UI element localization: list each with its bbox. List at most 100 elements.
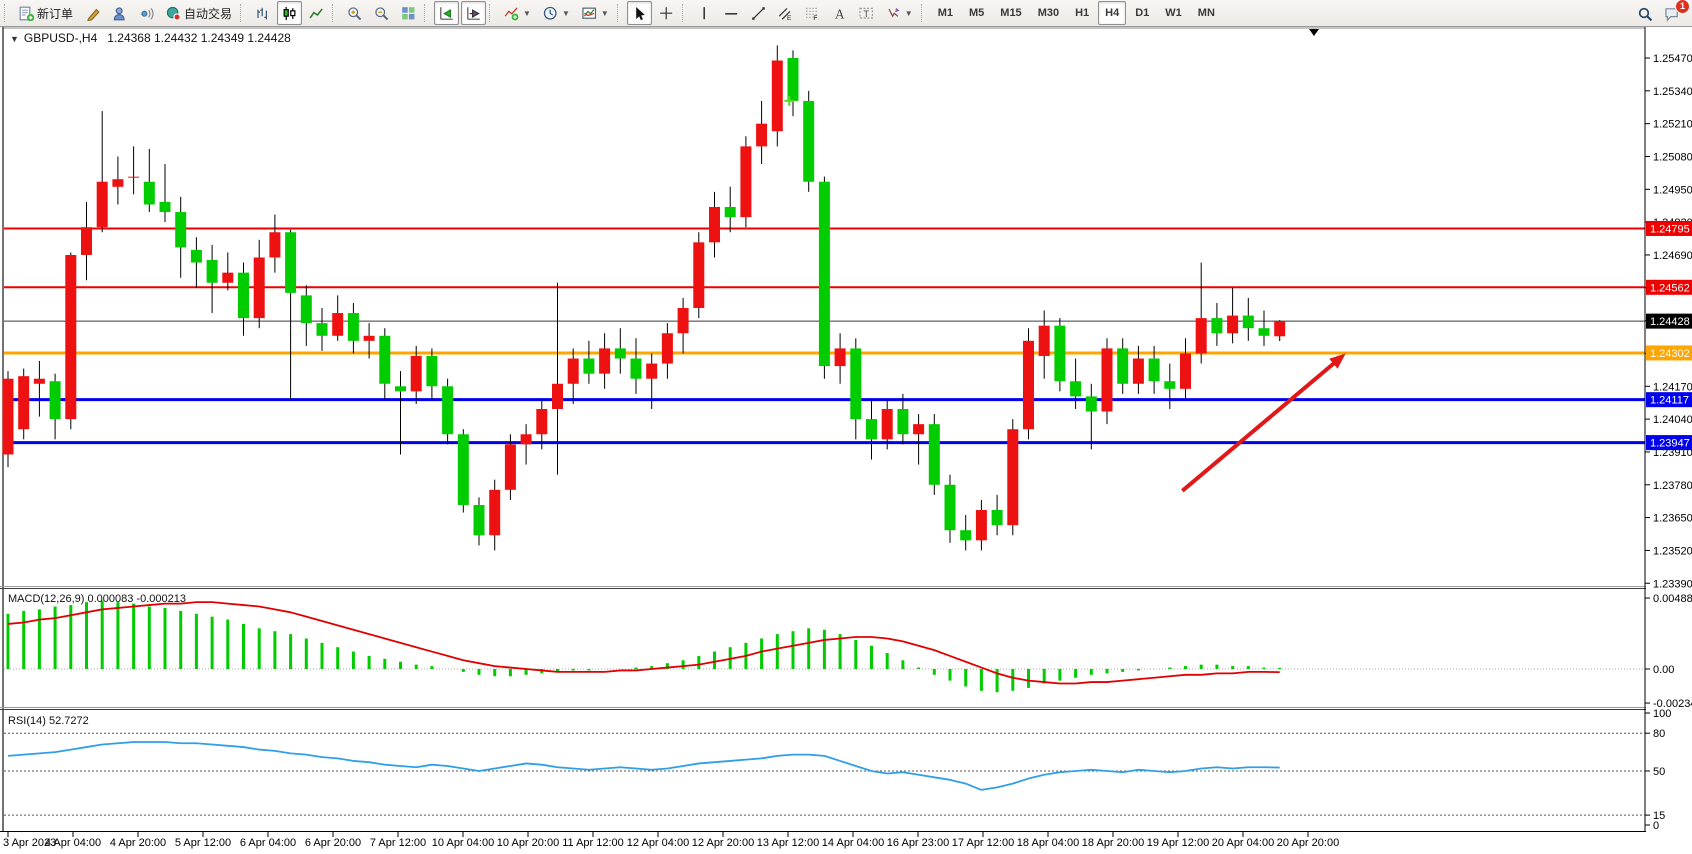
timeframe-m1-button[interactable]: M1 — [937, 7, 953, 19]
zoom-out-button[interactable] — [369, 1, 394, 25]
vertical-line-button[interactable] — [692, 1, 717, 25]
autotrading-button-label: 自动交易 — [184, 6, 233, 21]
bar-chart-button[interactable] — [250, 1, 275, 25]
arrows-icon — [888, 7, 900, 17]
price-badge-1.24302 — [1646, 345, 1692, 361]
time-label: 18 Apr 04:00 — [1017, 837, 1079, 849]
time-label: 10 Apr 04:00 — [432, 837, 494, 849]
svg-text:1.24170: 1.24170 — [1653, 381, 1692, 393]
autotrade-icon — [166, 6, 181, 21]
time-label: 12 Apr 20:00 — [692, 837, 754, 849]
arrows-button[interactable]: ▼ — [881, 1, 918, 25]
line-chart-button[interactable] — [304, 1, 329, 25]
styler-icon — [87, 8, 100, 21]
chart-canvas[interactable]: 1.254701.253401.252101.250801.249501.248… — [0, 27, 1692, 854]
toolbar-grip — [4, 4, 10, 22]
equidistant-channel-button[interactable]: E — [773, 1, 798, 25]
time-label: 6 Apr 20:00 — [305, 837, 361, 849]
candlestick-chart-button[interactable] — [277, 1, 303, 25]
periods-button[interactable]: ▼ — [538, 1, 575, 25]
trend-arrow-line[interactable] — [1181, 358, 1340, 493]
svg-text:F: F — [813, 15, 817, 21]
zoom-in-button[interactable] — [342, 1, 367, 25]
styler-button[interactable] — [80, 1, 105, 25]
hline-icon — [724, 12, 737, 15]
time-label: 17 Apr 12:00 — [952, 837, 1014, 849]
tile-windows-button[interactable] — [396, 1, 421, 25]
label-icon: T — [859, 7, 873, 18]
timeframe-h4-button[interactable]: H4 — [1098, 1, 1127, 25]
svg-text:80: 80 — [1653, 728, 1665, 740]
broadcast-button[interactable] — [134, 1, 159, 25]
chart-ohlc-values: 1.24368 1.24432 1.24349 1.24428 — [107, 31, 291, 45]
candlesticks — [2, 45, 1286, 551]
rsi-value: 52.7272 — [48, 715, 89, 727]
svg-text:1.24562: 1.24562 — [1650, 282, 1690, 294]
timeframe-mn-button[interactable]: MN — [1197, 7, 1215, 19]
svg-text:E: E — [787, 14, 792, 20]
fibo-icon: F — [805, 7, 818, 21]
time-label: 4 Apr 04:00 — [45, 837, 101, 849]
templates-icon — [582, 7, 596, 19]
panel-frames — [0, 27, 1692, 854]
search-button[interactable] — [1633, 2, 1658, 26]
svg-text:-0.002341: -0.002341 — [1653, 698, 1692, 710]
horizontal-line-button[interactable] — [719, 1, 744, 25]
toolbar-grip — [424, 4, 430, 22]
timeframe-m30-button[interactable]: M30 — [1037, 7, 1060, 19]
rsi-panel: 100 80 50 150 — [4, 708, 1671, 832]
time-label: 12 Apr 04:00 — [627, 837, 689, 849]
toolbar-grip — [616, 4, 623, 22]
time-label: 6 Apr 04:00 — [240, 837, 296, 849]
timeframe-d1-button[interactable]: D1 — [1135, 7, 1150, 19]
notification-count-badge: 1 — [1675, 0, 1690, 14]
chart-collapse-icon[interactable]: ▼ — [10, 34, 19, 44]
cursor-button[interactable] — [626, 1, 652, 25]
svg-text:50: 50 — [1653, 766, 1665, 778]
svg-text:1.24950: 1.24950 — [1653, 184, 1692, 196]
indicators-button[interactable]: ▼ — [499, 1, 536, 25]
chart-area[interactable]: 1.254701.253401.252101.250801.249501.248… — [0, 27, 1692, 854]
chart-symbol-timeframe: GBPUSD-,H4 — [23, 31, 98, 45]
templates-button[interactable]: ▼ — [577, 1, 614, 25]
price-axis: 1.254701.253401.252101.250801.249501.248… — [1644, 27, 1692, 854]
trendline-button[interactable] — [746, 1, 771, 25]
timeframe-w1-button[interactable]: W1 — [1165, 7, 1182, 19]
profile-icon — [113, 6, 125, 20]
time-label: 16 Apr 23:00 — [887, 837, 949, 849]
timeframe-h1-button[interactable]: H1 — [1075, 7, 1090, 19]
time-label: 4 Apr 20:00 — [110, 837, 166, 849]
fibonacci-button[interactable]: F — [800, 1, 825, 25]
svg-text:15: 15 — [1653, 810, 1665, 822]
broadcast-icon — [141, 7, 154, 20]
crosshair-button[interactable] — [654, 1, 679, 25]
new-order-button[interactable]: 新订单 — [14, 1, 78, 25]
timeframe-m5-button[interactable]: M5 — [969, 7, 985, 19]
profile-button[interactable] — [107, 1, 132, 25]
price-badge-1.24428 — [1646, 313, 1692, 329]
time-label: 3 Apr 2023 — [3, 837, 56, 849]
new-order-icon — [19, 6, 34, 21]
toolbar-grip — [332, 4, 338, 22]
text-label-button[interactable]: T — [854, 1, 879, 25]
chevron-down-icon: ▼ — [523, 8, 531, 18]
text-button[interactable]: A — [827, 1, 852, 25]
notifications-button[interactable]: 1 — [1660, 0, 1690, 26]
autotrading-button[interactable]: 自动交易 — [161, 1, 237, 25]
auto-scroll-button[interactable] — [434, 1, 460, 25]
cursor-icon — [635, 6, 645, 20]
triangle-down-marker — [1309, 29, 1319, 36]
chevron-down-icon: ▼ — [904, 8, 913, 18]
chart-title: ▼ GBPUSD-,H4 1.24368 1.24432 1.24349 1.244… — [10, 31, 291, 45]
svg-text:1.25470: 1.25470 — [1653, 53, 1692, 65]
toolbar-grip — [489, 4, 495, 22]
text-icon: A — [835, 6, 845, 20]
shift-icon — [467, 6, 480, 20]
timeframe-m15-button[interactable]: M15 — [1000, 7, 1022, 19]
svg-text:1.23650: 1.23650 — [1653, 513, 1692, 525]
svg-text:1.24302: 1.24302 — [1650, 348, 1690, 360]
toolbar-grip — [681, 4, 688, 22]
plus-marker — [784, 95, 795, 106]
chart-shift-button[interactable] — [461, 1, 487, 25]
